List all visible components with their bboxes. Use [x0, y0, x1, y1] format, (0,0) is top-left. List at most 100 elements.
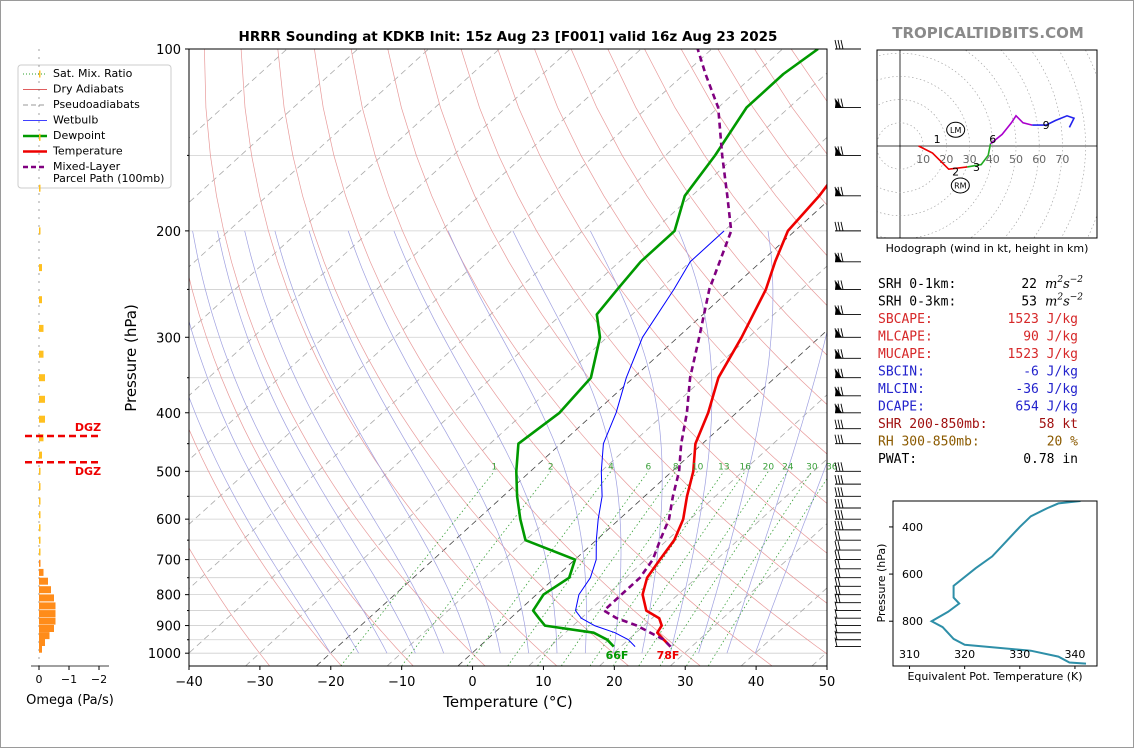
moist-adiabat	[590, 231, 662, 653]
moist-adiabat	[309, 231, 500, 653]
x-axis-label: Temperature (°C)	[442, 693, 572, 711]
wind-barb	[835, 99, 861, 108]
wind-barb	[835, 404, 861, 413]
wind-barb-feather	[838, 569, 840, 578]
wind-barb-feather	[841, 369, 843, 378]
omega-bar	[39, 468, 41, 475]
legend-label-3: Wetbulb	[53, 114, 98, 127]
omega-bar	[39, 185, 41, 192]
index-name-0: SRH 0-1km:	[878, 277, 956, 292]
index-value-9: 20 %	[1047, 435, 1078, 450]
wind-barb	[835, 40, 861, 49]
wind-barb-feather	[841, 146, 843, 155]
wind-barb	[835, 487, 861, 496]
wind-barb-feather	[841, 222, 843, 231]
moist-adiabat	[193, 231, 387, 653]
wind-barb	[835, 222, 861, 231]
theta-e-y-tick-label: 600	[902, 568, 923, 581]
wind-barb-feather	[838, 487, 840, 496]
mixing-ratio-label: 10	[692, 462, 704, 472]
index-name-10: PWAT:	[878, 452, 917, 467]
index-value-6: -36 J/kg	[1015, 382, 1078, 397]
index-value-3: 90 J/kg	[1023, 330, 1078, 345]
wind-barb	[835, 420, 861, 429]
omega-bar	[39, 639, 45, 646]
wind-barb-feather	[841, 521, 843, 530]
index-value-7: 654 J/kg	[1015, 400, 1078, 415]
moist-adiabat	[245, 231, 444, 653]
theta-e-frame	[893, 501, 1097, 666]
x-tick-label: 0	[468, 675, 476, 690]
omega-bar	[39, 325, 44, 332]
omega-bar	[39, 351, 44, 358]
dry-adiabat	[278, 49, 629, 666]
mixing-ratio-label: 8	[673, 462, 679, 472]
wind-barb-feather	[835, 577, 837, 586]
omega-bar	[39, 578, 48, 585]
hodograph-ring-label: 10	[916, 153, 930, 166]
x-tick-label: 10	[535, 675, 552, 690]
wind-barb	[835, 624, 861, 633]
omega-bar	[39, 71, 41, 78]
omega-bar	[39, 498, 41, 505]
index-name-2: SBCAPE:	[878, 312, 933, 327]
x-tick-label: 40	[748, 675, 765, 690]
index-name-5: SBCIN:	[878, 365, 925, 380]
mixing-ratio-label: 1	[492, 462, 498, 472]
wind-barb-feather	[835, 475, 837, 484]
wind-barb	[835, 638, 861, 647]
index-unit-1: m2s−2	[1045, 293, 1083, 310]
wind-barb-feather	[835, 435, 837, 444]
dry-adiabat	[828, 49, 1134, 666]
mixing-ratio-label: 16	[739, 462, 751, 472]
theta-e-line	[932, 501, 1086, 664]
theta-e-y-label: Pressure (hPa)	[875, 544, 888, 623]
x-tick-label: −40	[175, 675, 202, 690]
omega-bar	[39, 483, 41, 490]
legend-label-4: Dewpoint	[53, 129, 106, 142]
mixing-ratio-line	[686, 471, 812, 666]
wind-barb-feather	[835, 222, 837, 231]
wind-barb-feather	[841, 99, 843, 108]
mixing-ratio-label: 30	[806, 462, 818, 472]
wind-barb-feather	[841, 510, 843, 519]
hodograph-6-9km	[991, 116, 1033, 144]
mixing-ratio-line	[341, 471, 495, 666]
wind-barb-feather	[838, 541, 840, 550]
wind-barb-feather	[841, 387, 843, 396]
wind-barb-feather	[838, 462, 840, 471]
y-tick-label: 700	[156, 554, 181, 569]
index-value-1: 53	[1021, 295, 1037, 310]
omega-bar	[39, 537, 41, 544]
x-tick-label: 20	[606, 675, 623, 690]
hodograph-height-label: 3	[973, 161, 980, 174]
hodograph-lm-label: LM	[950, 126, 961, 135]
wind-barb-feather	[835, 569, 837, 578]
wind-barb-feather	[841, 487, 843, 496]
index-name-3: MLCAPE:	[878, 330, 933, 345]
omega-bar	[39, 511, 41, 518]
wind-barb	[835, 499, 861, 508]
wind-barb	[835, 462, 861, 471]
surface-dewpoint-label: 66F	[606, 649, 629, 662]
wind-barb	[835, 631, 861, 640]
hodograph-ring-label: 70	[1055, 153, 1069, 166]
hodograph-caption: Hodograph (wind in kt, height in km)	[886, 242, 1089, 255]
theta-e-x-tick-label: 340	[1064, 648, 1085, 661]
hodograph-height-label: 2	[952, 166, 959, 179]
mixing-ratio-line	[708, 471, 832, 666]
theta-e-x-tick-label: 310	[899, 648, 920, 661]
omega-axis-label: Omega (Pa/s)	[26, 693, 114, 708]
wind-barb	[835, 586, 861, 595]
wind-barb-feather	[838, 420, 840, 429]
wind-barb-feather	[835, 560, 837, 569]
theta-e-x-label: Equivalent Pot. Temperature (K)	[907, 670, 1082, 683]
wind-barb	[835, 521, 861, 530]
wind-barb	[835, 187, 861, 196]
legend-label-2: Pseudoadiabats	[53, 98, 140, 111]
index-name-6: MLCIN:	[878, 382, 925, 397]
brand-watermark: TROPICALTIDBITS.COM	[892, 24, 1084, 42]
